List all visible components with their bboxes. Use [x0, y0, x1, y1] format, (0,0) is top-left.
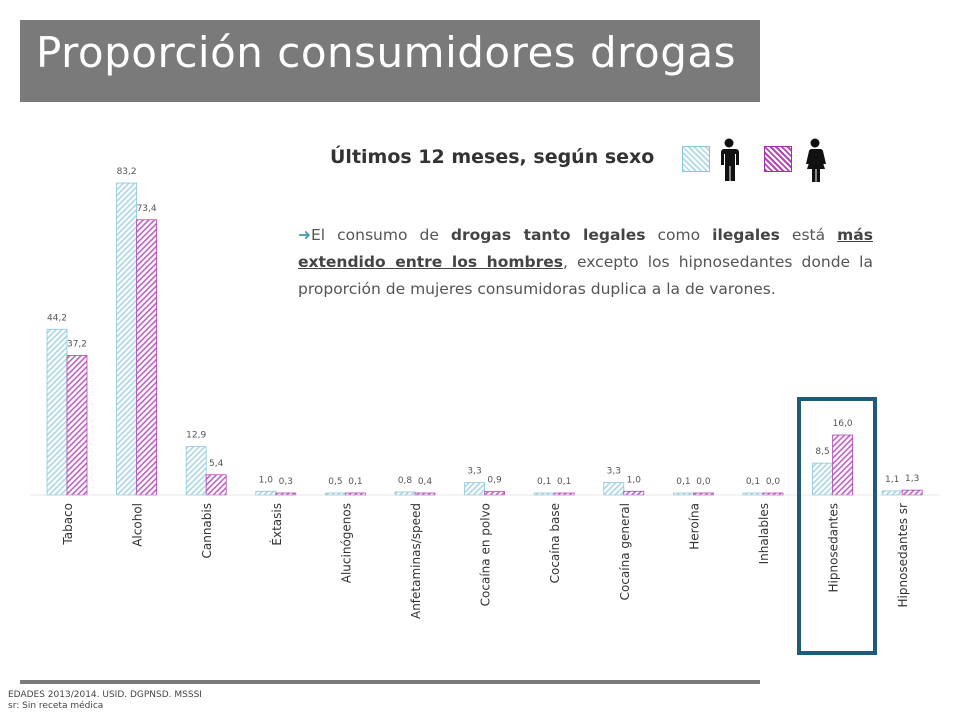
- category-label-heroina: Heroína: [687, 503, 701, 550]
- bar-cocaina-en-polvo-s1: [464, 482, 486, 496]
- category-label-hipnosedantes: Hipnosedantes: [827, 503, 841, 592]
- title-bar: [20, 20, 760, 102]
- bar-cocaina-general-s2: [623, 490, 645, 496]
- legend-subtitle: Últimos 12 meses, según sexo: [330, 146, 655, 168]
- bar-hipnosedantes-sr-s2: [901, 489, 923, 496]
- data-label-extasis-s1: 1,0: [259, 475, 274, 485]
- footer-source: EDADES 2013/2014. USID. DGPNSD. MSSSI: [8, 690, 202, 700]
- data-label-cannabis-s2: 5,4: [209, 459, 224, 469]
- category-label-cocaina-base: Cocaína base: [548, 503, 562, 583]
- bullet-text-2: como: [645, 226, 713, 244]
- data-label-anfetaminas-speed-s2: 0,4: [418, 477, 433, 487]
- category-label-cocaina-en-polvo: Cocaína en polvo: [479, 503, 493, 606]
- bullet-paragraph: ➜El consumo de drogas tanto legales como…: [298, 222, 873, 303]
- bullet-text-3: está: [779, 226, 838, 244]
- category-label-hipnosedantes-sr: Hipnosedantes sr: [896, 503, 910, 608]
- data-label-alucinogenos-s1: 0,5: [328, 477, 342, 487]
- bar-hipnosedantes-sr-s1: [881, 490, 903, 496]
- woman-icon: [806, 138, 826, 182]
- data-label-hipnosedantes-sr-s2: 1,3: [905, 474, 919, 484]
- footer-note: sr: Sin receta médica: [8, 701, 104, 711]
- bar-alcohol-s1: [116, 182, 137, 496]
- bar-cocaina-general-s1: [603, 482, 625, 496]
- data-label-hipnosedantes-s1: 8,5: [815, 447, 829, 457]
- data-label-tabaco-s2: 37,2: [67, 340, 87, 350]
- data-label-alucinogenos-s2: 0,1: [348, 477, 362, 487]
- arrow-bullet-icon: ➜: [298, 226, 311, 244]
- data-label-tabaco-s1: 44,2: [47, 313, 67, 323]
- data-label-heroina-s1: 0,1: [676, 477, 690, 487]
- data-label-cocaina-base-s2: 0,1: [557, 477, 571, 487]
- bar-cannabis-s1: [185, 446, 207, 496]
- data-label-hipnosedantes-sr-s1: 1,1: [885, 475, 899, 485]
- data-label-cocaina-general-s2: 1,0: [627, 475, 642, 485]
- bar-anfetaminas-speed-s1: [394, 491, 416, 496]
- category-label-alcohol: Alcohol: [131, 503, 145, 547]
- man-icon: [721, 138, 739, 181]
- bar-tabaco-s1: [46, 328, 68, 496]
- data-label-hipnosedantes-s2: 16,0: [833, 419, 853, 429]
- data-label-alcohol-s2: 73,4: [137, 204, 157, 214]
- bullet-text-4: , excepto los hipnosedantes donde la pro…: [298, 253, 873, 298]
- bullet-underlined: más extendido entre los hombres: [298, 226, 873, 271]
- category-label-alucinogenos: Alucinógenos: [339, 503, 353, 583]
- legend-swatch-female: [764, 146, 792, 172]
- legend-swatch-male: [682, 146, 710, 172]
- page-title: Proporción consumidores drogas: [36, 28, 737, 77]
- data-label-cocaina-en-polvo-s2: 0,9: [487, 476, 502, 486]
- data-label-cannabis-s1: 12,9: [186, 431, 206, 441]
- bullet-bold-1: drogas tanto legales: [450, 226, 646, 244]
- footer: EDADES 2013/2014. USID. DGPNSD. MSSSI sr…: [8, 690, 202, 712]
- bar-cocaina-en-polvo-s2: [484, 491, 506, 496]
- category-label-tabaco: Tabaco: [61, 503, 75, 546]
- data-label-inhalables-s2: 0,0: [766, 477, 781, 487]
- bar-extasis-s1: [255, 490, 277, 496]
- bar-tabaco-s2: [66, 355, 88, 496]
- footer-bar: [20, 680, 760, 684]
- highlight-box: [797, 397, 877, 655]
- bar-cannabis-s2: [205, 474, 227, 496]
- category-label-cocaina-general: Cocaína general: [618, 503, 632, 600]
- category-label-inhalables: Inhalables: [757, 503, 771, 564]
- data-label-cocaina-en-polvo-s1: 3,3: [467, 467, 481, 477]
- data-label-anfetaminas-speed-s1: 0,8: [398, 476, 413, 486]
- data-label-inhalables-s1: 0,1: [746, 477, 760, 487]
- category-label-extasis: Éxtasis: [269, 503, 284, 546]
- bar-alcohol-s2: [136, 219, 158, 496]
- bullet-bold-2: ilegales: [712, 226, 780, 244]
- data-label-heroina-s2: 0,0: [696, 477, 711, 487]
- data-label-alcohol-s1: 83,2: [117, 167, 137, 177]
- category-label-cannabis: Cannabis: [200, 503, 214, 559]
- category-label-anfetaminas-speed: Anfetaminas/speed: [409, 503, 423, 619]
- data-label-cocaina-general-s1: 3,3: [607, 467, 621, 477]
- data-label-extasis-s2: 0,3: [279, 477, 293, 487]
- bullet-text-1: El consumo de: [311, 226, 451, 244]
- data-label-cocaina-base-s1: 0,1: [537, 477, 551, 487]
